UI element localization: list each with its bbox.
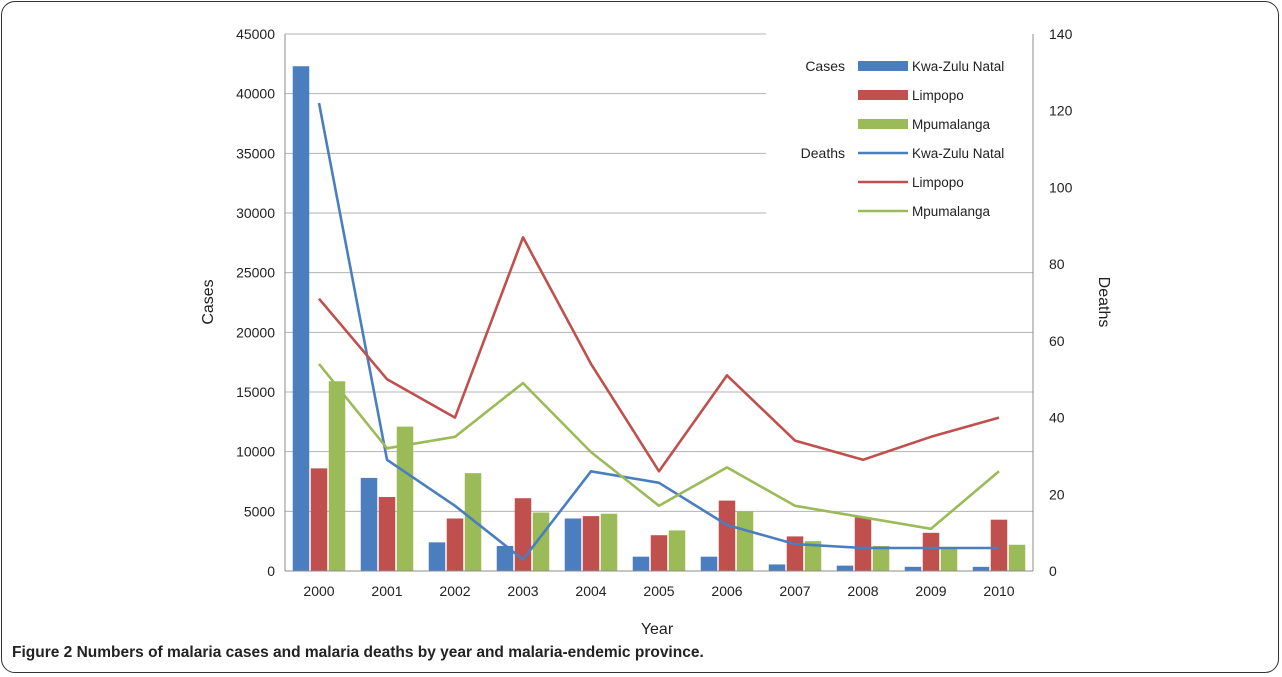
x-tick-label: 2000 [303,583,334,599]
x-tick-label: 2002 [439,583,470,599]
bar-limpopo-2002 [446,518,464,571]
y-tick-label: 5000 [244,503,275,519]
bar-kwa-zulu-natal-2004 [564,518,582,571]
bar-kwa-zulu-natal-2007 [768,564,786,571]
legend-swatch-bar [858,119,908,129]
legend-label: Kwa-Zulu Natal [912,146,1004,161]
bar-mpumalanga-2009 [940,547,958,571]
line-kwa-zulu-natal [317,102,999,561]
y-tick-label: 10000 [236,444,275,460]
y-tick-label: 45000 [236,26,275,42]
y2-tick-label: 140 [1049,26,1073,42]
legend-swatch-bar [858,61,908,71]
bar-kwa-zulu-natal-2008 [836,565,854,571]
bar-mpumalanga-2008 [872,545,890,571]
bar-mpumalanga-2010 [1008,544,1026,571]
y-tick-label: 15000 [236,384,275,400]
x-tick-label: 2001 [371,583,402,599]
bar-kwa-zulu-natal-2000 [292,66,310,571]
axes: 0500010000150002000025000300003500040000… [236,26,1073,599]
y2-tick-label: 40 [1049,410,1065,426]
y2-tick-label: 100 [1049,179,1073,195]
x-tick-label: 2006 [711,583,742,599]
bars [292,66,1026,571]
x-tick-label: 2010 [983,583,1014,599]
x-tick-label: 2008 [847,583,878,599]
y-tick-label: 20000 [236,324,275,340]
y-tick-label: 30000 [236,205,275,221]
x-tick-label: 2003 [507,583,538,599]
bar-mpumalanga-2000 [328,381,346,571]
bar-limpopo-2000 [310,468,328,571]
bar-mpumalanga-2004 [600,513,618,571]
legend-swatch-bar [858,90,908,100]
gridlines [285,33,1033,512]
line-mpumalanga [317,363,1000,531]
bar-limpopo-2008 [854,517,872,571]
legend-label: Kwa-Zulu Natal [912,59,1004,74]
y2-tick-label: 0 [1049,563,1057,579]
x-axis-label: Year [641,621,674,638]
bar-limpopo-2006 [718,500,736,571]
bar-mpumalanga-2003 [532,512,550,571]
figure-caption: Figure 2 Numbers of malaria cases and ma… [12,644,704,662]
line-limpopo [318,236,1000,473]
bar-mpumalanga-2005 [668,530,686,571]
y2-tick-label: 120 [1049,103,1073,119]
y-tick-label: 0 [267,563,275,579]
legend-label: Mpumalanga [912,117,991,132]
bar-mpumalanga-2006 [736,511,754,571]
bar-kwa-zulu-natal-2006 [700,556,718,571]
bar-limpopo-2001 [378,497,396,571]
x-tick-label: 2007 [779,583,810,599]
x-tick-label: 2005 [643,583,674,599]
y2-tick-label: 20 [1049,486,1065,502]
caption-text: Figure 2 Numbers of malaria cases and ma… [12,644,704,661]
bar-kwa-zulu-natal-2003 [496,545,514,571]
bar-kwa-zulu-natal-2002 [428,542,446,571]
bar-mpumalanga-2007 [804,541,822,571]
y-tick-label: 25000 [236,265,275,281]
legend-deaths-header: Deaths [801,145,845,161]
y-tick-label: 35000 [236,145,275,161]
y-axis-label: Cases [200,279,217,324]
bar-kwa-zulu-natal-2009 [904,566,922,571]
legend-label: Mpumalanga [912,204,991,219]
bar-mpumalanga-2001 [396,426,414,571]
legend-label: Limpopo [912,88,964,103]
bar-limpopo-2005 [650,535,668,571]
y2-tick-label: 60 [1049,333,1065,349]
legend-cases-header: Cases [805,58,845,74]
y2-tick-label: 80 [1049,256,1065,272]
legend: Cases Deaths Kwa-Zulu Natal Limpopo Mpumalan… [801,58,1005,219]
bar-kwa-zulu-natal-2010 [972,566,990,571]
bar-kwa-zulu-natal-2001 [360,477,378,571]
death-lines [317,102,1000,561]
bar-kwa-zulu-natal-2005 [632,556,650,571]
x-tick-label: 2004 [575,583,606,599]
bar-limpopo-2004 [582,516,600,571]
legend-label: Limpopo [912,175,964,190]
y-tick-label: 40000 [236,86,275,102]
y2-axis-label: Deaths [1095,277,1112,328]
bar-limpopo-2010 [990,519,1008,571]
bar-limpopo-2009 [922,532,940,571]
malaria-chart: 0500010000150002000025000300003500040000… [200,26,1112,638]
x-tick-label: 2009 [915,583,946,599]
bar-mpumalanga-2002 [464,473,482,571]
